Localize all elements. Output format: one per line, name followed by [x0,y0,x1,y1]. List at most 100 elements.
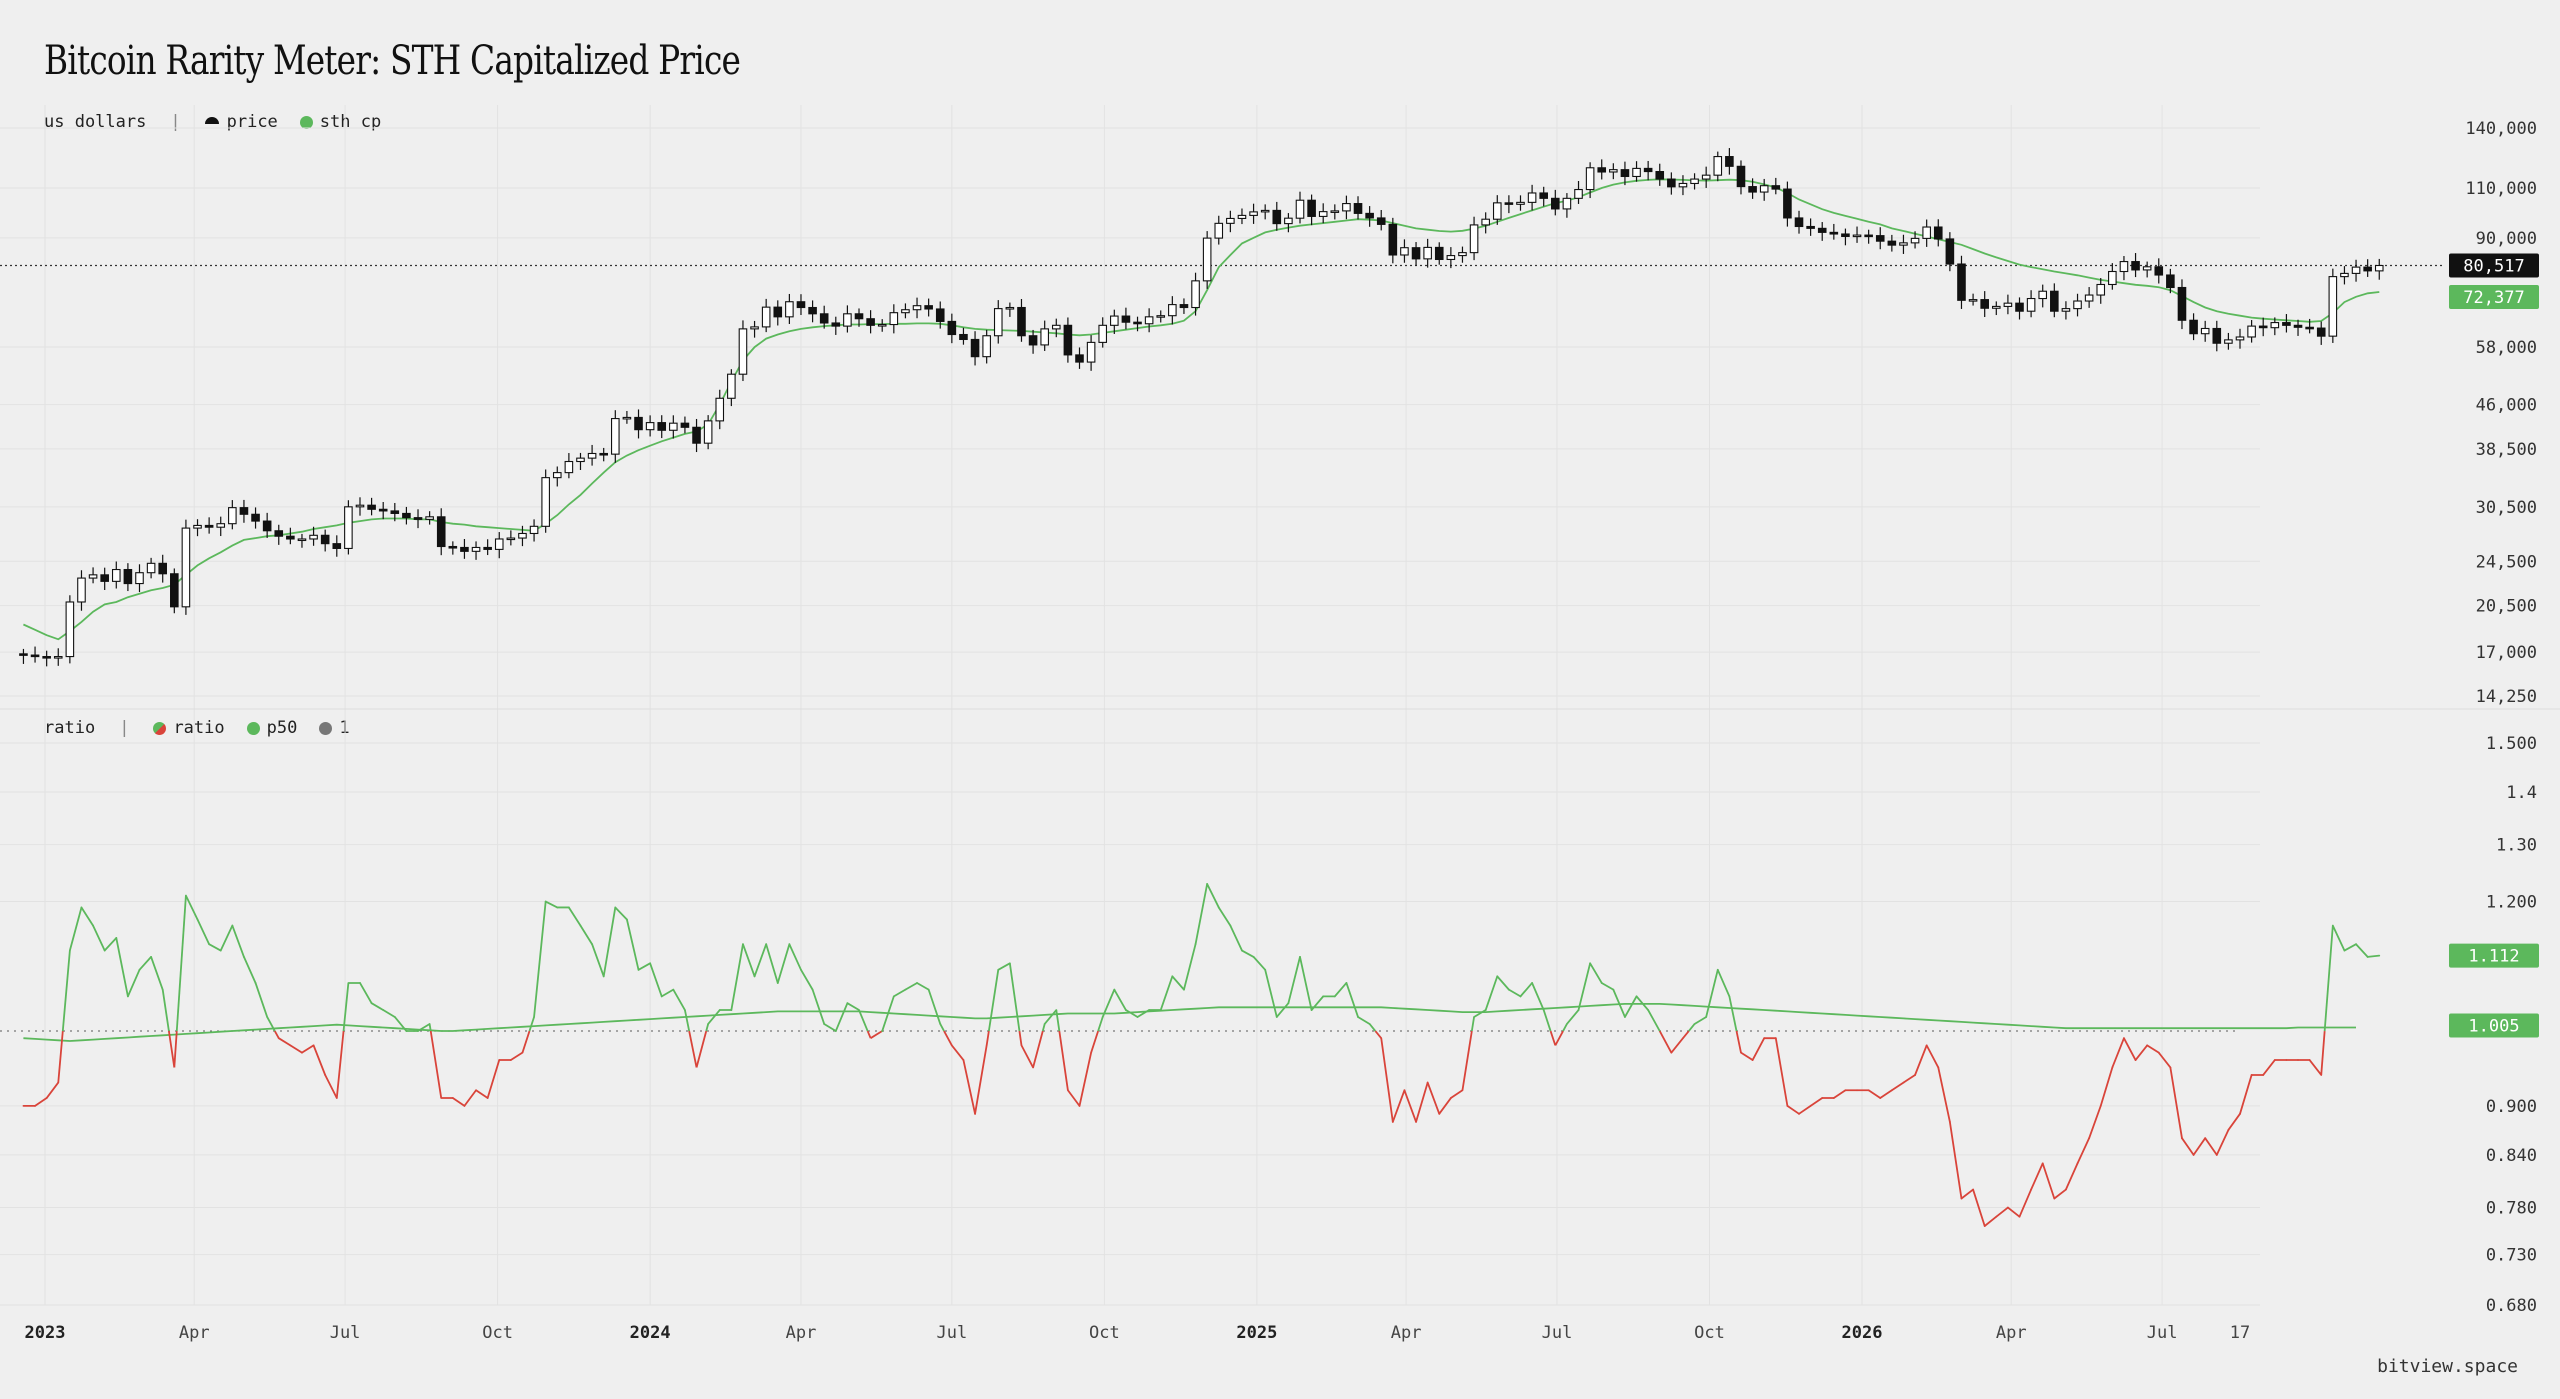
ratio-segment [1549,1030,1557,1046]
candle-body [808,306,817,315]
candle-body [1040,328,1049,346]
candle-body [1655,171,1665,180]
legend-label-ratio: ratio [173,718,225,738]
candle-body [100,574,109,582]
y-tick-label-ratio: 1.200 [2486,893,2537,913]
candle-body [1968,299,1978,302]
candle-body [1492,202,1502,220]
last-price-tag: 80,517 [2463,257,2524,277]
ratio-segment [1041,1023,1046,1032]
ratio-segment [126,968,141,998]
candle-body [819,313,829,324]
dot-icon [299,115,313,129]
candle-body [2374,264,2384,272]
candle-body [506,537,516,541]
x-tick-label: 2023 [25,1323,66,1343]
candle-body [703,420,713,444]
ratio-segment [602,906,617,978]
ratio-segment [2041,1162,2056,1200]
candle-body [146,562,156,574]
candle-body [2108,270,2117,286]
legend-item-one[interactable]: 1 [319,718,350,738]
ratio-segment [150,955,164,991]
candle-body [1632,167,1641,178]
ratio-segment [834,1002,849,1032]
candle-body [854,313,864,320]
legend-item-ratio[interactable]: ratio [153,718,225,738]
ratio-segment [1113,988,1127,1011]
candle-body [529,525,539,535]
y-tick-label-price: 90,000 [2476,229,2537,249]
x-tick-label: 2026 [1842,1323,1883,1343]
ratio-segment [1090,1030,1099,1053]
candle-body [901,309,910,314]
legend-item-p50[interactable]: p50 [246,718,297,738]
footer-brand: bitview.space [2377,1356,2518,1377]
candle-body [2212,327,2222,344]
ratio-segment [2215,1129,2230,1156]
candle-body [1504,202,1514,205]
candle-body [1806,225,1815,229]
split-dot-icon [153,721,167,735]
candle-body [239,507,249,515]
x-tick-label: Jul [1542,1323,1573,1343]
ratio-segment [1183,943,1197,991]
last-p50-tag: 1.005 [2468,1016,2519,1036]
ratio-segment [1171,975,1185,991]
candle-body [866,318,875,326]
ratio-segment [2134,1044,2149,1061]
ratio-segment [1670,1037,1684,1054]
bottom-legend-separator: | [119,718,130,738]
ratio-segment [219,924,234,952]
legend-item-price[interactable]: price [204,112,278,132]
candle-body [1202,237,1212,282]
candle-body [1991,305,2001,309]
candle-body [1643,167,1653,173]
candle-body [552,472,562,479]
half-circle-icon [204,116,219,124]
y-tick-label-ratio: 0.780 [2486,1199,2537,1219]
y-tick-label-price: 140,000 [2465,119,2537,139]
candle-body [2351,266,2361,274]
ratio-segment [45,1081,60,1099]
ratio-segment [2366,954,2381,958]
candle-body [692,426,701,444]
candle-body [460,546,469,552]
legend-item-sth-cp[interactable]: sth cp [299,112,382,132]
candle-body [843,313,852,327]
x-tick-label: Apr [1391,1323,1422,1343]
candle-body [1353,203,1363,214]
candle-body [889,312,899,326]
ratio-segment [1159,975,1174,1011]
candle-body [2166,274,2175,289]
candle-body [1214,222,1224,239]
ratio-segment [1740,1051,1754,1061]
candle-body [344,506,353,549]
ratio-segment [1438,1097,1452,1115]
ratio-segment [1287,955,1301,1005]
ratio-segment [1751,1037,1766,1061]
candle-body [2224,339,2233,344]
ratio-segment [57,1030,64,1083]
candle-body [2061,308,2071,312]
ratio-segment [765,943,779,984]
chart-title: Bitcoin Rarity Meter: STH Capitalized Pr… [44,38,741,84]
ratio-segment [34,1097,48,1107]
candle-body [1179,304,1189,309]
candle-body [1307,199,1316,217]
x-tick-label: 2025 [1236,1323,1277,1343]
candle-body [170,573,179,608]
candle-body [135,572,144,585]
candle-body [30,654,40,658]
ratio-segment [1562,1023,1568,1032]
candle-body [935,308,945,322]
candle-body [1191,280,1200,309]
legend-label-sth-cp: sth cp [319,112,382,132]
ratio-segment [370,1002,385,1011]
ratio-segment [1566,1009,1580,1025]
y-tick-label-price: 46,000 [2476,396,2537,416]
ratio-segment [881,995,895,1032]
y-tick-label-ratio: 0.680 [2486,1296,2537,1316]
candle-body [1318,211,1328,217]
